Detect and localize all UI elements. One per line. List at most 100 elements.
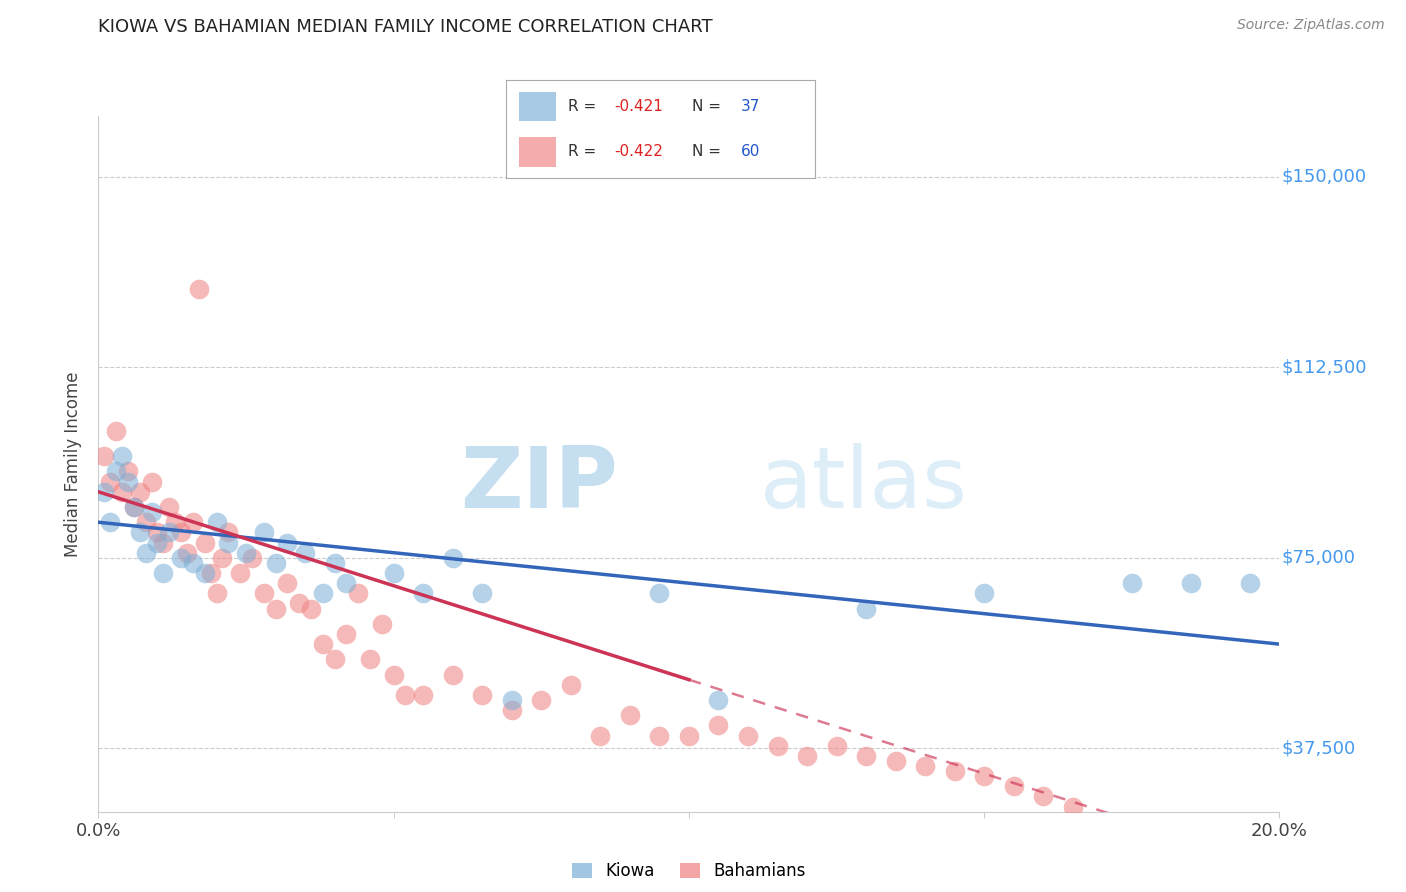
Point xyxy=(707,693,730,707)
Point xyxy=(678,729,700,743)
Point xyxy=(973,769,995,783)
Point xyxy=(135,515,157,529)
Point xyxy=(157,525,180,540)
Point xyxy=(766,739,789,753)
Legend: Kiowa, Bahamians: Kiowa, Bahamians xyxy=(565,855,813,887)
Point xyxy=(217,535,239,549)
Point xyxy=(589,729,612,743)
Point xyxy=(194,535,217,549)
Point xyxy=(441,550,464,565)
Point xyxy=(335,576,357,591)
Point xyxy=(122,500,145,514)
Point xyxy=(146,525,169,540)
Point xyxy=(128,484,150,499)
Text: atlas: atlas xyxy=(759,443,967,526)
Point xyxy=(441,667,464,681)
Point xyxy=(323,652,346,666)
Point xyxy=(312,637,335,651)
Text: ZIP: ZIP xyxy=(460,443,619,526)
Text: KIOWA VS BAHAMIAN MEDIAN FAMILY INCOME CORRELATION CHART: KIOWA VS BAHAMIAN MEDIAN FAMILY INCOME C… xyxy=(98,18,713,36)
Point xyxy=(152,566,174,580)
Point xyxy=(205,515,228,529)
Point xyxy=(501,703,523,717)
Point xyxy=(648,586,671,600)
Text: R =: R = xyxy=(568,145,602,160)
Point xyxy=(825,739,848,753)
Point xyxy=(264,601,287,615)
Point xyxy=(312,586,335,600)
Point xyxy=(914,759,936,773)
Text: $37,500: $37,500 xyxy=(1282,739,1355,757)
Point xyxy=(176,546,198,560)
Point xyxy=(1032,789,1054,804)
Point xyxy=(152,535,174,549)
Point xyxy=(1002,780,1025,794)
Point xyxy=(157,500,180,514)
Point xyxy=(141,475,163,489)
Point xyxy=(170,550,193,565)
Text: R =: R = xyxy=(568,99,602,114)
Point xyxy=(217,525,239,540)
Point xyxy=(1180,576,1202,591)
Point xyxy=(253,525,276,540)
Point xyxy=(737,729,759,743)
Point xyxy=(412,688,434,702)
Point xyxy=(884,754,907,768)
FancyBboxPatch shape xyxy=(519,137,555,167)
Point xyxy=(264,556,287,570)
Point xyxy=(181,515,204,529)
Point xyxy=(359,652,381,666)
Point xyxy=(235,546,257,560)
Text: $112,500: $112,500 xyxy=(1282,359,1367,376)
Text: $150,000: $150,000 xyxy=(1282,168,1367,186)
Text: -0.421: -0.421 xyxy=(614,99,664,114)
Point xyxy=(471,688,494,702)
Point xyxy=(111,484,134,499)
Point xyxy=(98,515,121,529)
Text: N =: N = xyxy=(692,99,725,114)
Point xyxy=(382,667,405,681)
Point xyxy=(619,708,641,723)
Point xyxy=(128,525,150,540)
Text: 60: 60 xyxy=(741,145,761,160)
FancyBboxPatch shape xyxy=(519,92,555,121)
Point xyxy=(200,566,222,580)
Point xyxy=(412,586,434,600)
Point xyxy=(194,566,217,580)
Point xyxy=(276,535,298,549)
Point xyxy=(253,586,276,600)
Point xyxy=(146,535,169,549)
Point xyxy=(855,601,877,615)
Point xyxy=(93,484,115,499)
Point xyxy=(530,693,553,707)
Point xyxy=(98,475,121,489)
Point xyxy=(323,556,346,570)
Point xyxy=(796,748,818,763)
Text: -0.422: -0.422 xyxy=(614,145,664,160)
Point xyxy=(1121,576,1143,591)
Point xyxy=(165,515,187,529)
Point xyxy=(205,586,228,600)
Point xyxy=(135,546,157,560)
Point xyxy=(501,693,523,707)
Point xyxy=(1239,576,1261,591)
Point xyxy=(335,627,357,641)
Point xyxy=(299,601,322,615)
Point xyxy=(943,764,966,778)
Point xyxy=(93,449,115,463)
Point xyxy=(973,586,995,600)
Text: N =: N = xyxy=(692,145,725,160)
Point xyxy=(170,525,193,540)
Point xyxy=(560,678,582,692)
Point xyxy=(105,424,128,438)
Point xyxy=(141,505,163,519)
Text: 37: 37 xyxy=(741,99,761,114)
Y-axis label: Median Family Income: Median Family Income xyxy=(65,371,83,557)
Point xyxy=(1062,799,1084,814)
Point xyxy=(855,748,877,763)
Point xyxy=(294,546,316,560)
Point xyxy=(394,688,416,702)
Point xyxy=(117,475,139,489)
Point xyxy=(382,566,405,580)
Point xyxy=(187,282,209,296)
